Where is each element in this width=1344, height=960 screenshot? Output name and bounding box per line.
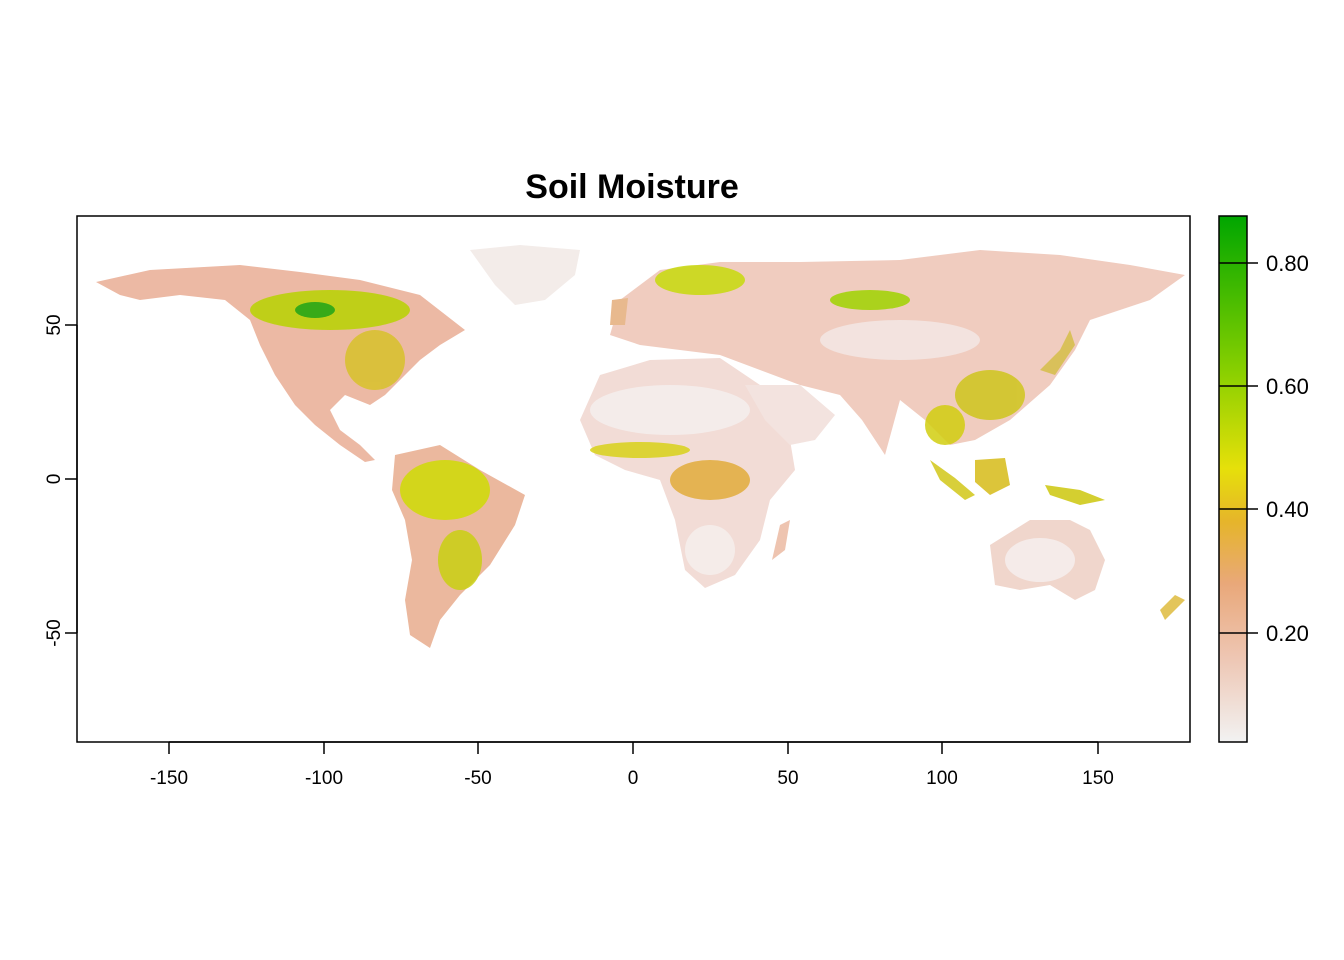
moisture-patch-siberia: [830, 290, 910, 310]
legend-tick-label: 0.60: [1266, 374, 1309, 399]
moisture-patch-sa-south: [438, 530, 482, 590]
y-tick-label: 0: [44, 474, 65, 485]
landmass-madagascar: [772, 520, 790, 560]
x-tick-label: 50: [777, 768, 798, 789]
x-tick-label: -50: [464, 768, 491, 789]
moisture-patch-canada-wet: [295, 302, 335, 318]
moisture-patch-indochina: [925, 405, 965, 445]
moisture-patch-east-us: [345, 330, 405, 390]
landmass-japan: [1040, 330, 1075, 375]
landmass-borneo: [975, 458, 1010, 495]
moisture-patch-mongolia: [820, 320, 980, 360]
x-tick-label: 0: [628, 768, 639, 789]
y-tick-label: -50: [44, 619, 65, 646]
landmass-british-isles: [610, 298, 628, 325]
map-title: Soil Moisture: [525, 168, 738, 206]
moisture-patch-scandinavia: [655, 265, 745, 295]
landmass-arabia: [745, 385, 835, 445]
moisture-patches: [250, 265, 1075, 590]
y-axis: -50 0 50: [44, 314, 78, 647]
y-tick-label: 50: [44, 314, 65, 335]
landmass-new-guinea: [1045, 485, 1105, 505]
legend-tick-label: 0.40: [1266, 497, 1309, 522]
moisture-patch-amazon: [400, 460, 490, 520]
moisture-patch-south-china: [955, 370, 1025, 420]
landmass-sumatra: [930, 460, 975, 500]
legend-color-bar: [1218, 215, 1248, 743]
landmass-greenland: [470, 245, 580, 305]
moisture-patch-sahara: [590, 385, 750, 435]
moisture-patch-congo: [670, 460, 750, 500]
x-tick-label: 150: [1082, 768, 1114, 789]
moisture-patch-kalahari: [685, 525, 735, 575]
landmass-new-zealand: [1160, 595, 1185, 620]
legend-tick-label: 0.20: [1266, 621, 1309, 646]
x-tick-label: -100: [305, 768, 343, 789]
moisture-patch-sahel: [590, 442, 690, 458]
x-tick-label: 100: [926, 768, 958, 789]
color-legend: 0.20 0.40 0.60 0.80: [1218, 215, 1309, 743]
moisture-patch-australia-interior: [1005, 538, 1075, 582]
x-tick-label: -150: [150, 768, 188, 789]
x-axis: -150 -100 -50 0 50 100 150: [150, 741, 1114, 789]
legend-tick-label: 0.80: [1266, 251, 1309, 276]
